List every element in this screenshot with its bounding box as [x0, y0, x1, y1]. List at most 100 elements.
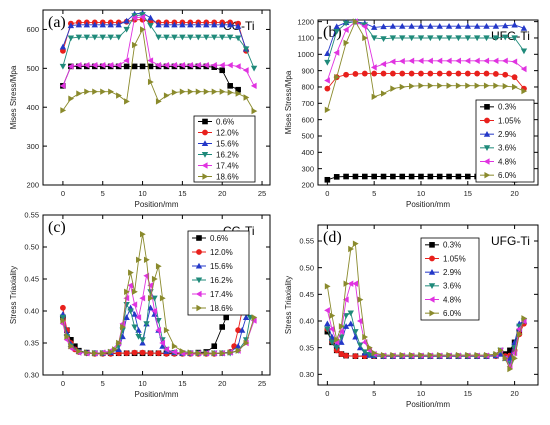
- data-point: [502, 34, 509, 41]
- series-line-6.0%: [326, 20, 525, 111]
- data-point: [371, 93, 378, 100]
- data-point: [465, 351, 471, 359]
- data-point: [380, 351, 387, 359]
- data-point: [380, 23, 387, 30]
- legend-label: 15.6%: [216, 139, 239, 148]
- data-point: [203, 88, 210, 95]
- data-point: [250, 317, 257, 324]
- y-tick-label: 600: [301, 115, 314, 124]
- data-point: [203, 350, 210, 357]
- data-point: [132, 288, 138, 295]
- data-point: [171, 34, 178, 41]
- data-point: [455, 35, 462, 42]
- data-point: [502, 22, 509, 29]
- y-tick-label: 0.45: [299, 290, 314, 299]
- data-point: [436, 23, 443, 29]
- data-point: [59, 314, 67, 321]
- data-point: [520, 24, 528, 31]
- data-point: [219, 34, 226, 41]
- data-point: [123, 57, 130, 64]
- panel-letter: (c): [48, 219, 66, 236]
- y-tick-label: 0.40: [24, 307, 39, 316]
- series-line-3.6%: [326, 21, 525, 63]
- x-tick-label: 20: [510, 389, 518, 398]
- legend-marker: [201, 140, 209, 147]
- data-point: [179, 34, 186, 41]
- data-point: [352, 329, 359, 335]
- y-axis-label: Mises Stress/Mpa: [284, 70, 293, 134]
- data-point: [408, 23, 415, 29]
- data-point: [151, 275, 158, 283]
- data-point: [147, 295, 154, 302]
- y-axis-label: Stress Triaxiality: [284, 276, 293, 334]
- data-point: [108, 88, 114, 95]
- data-point: [235, 86, 241, 93]
- data-point: [155, 34, 162, 41]
- data-point: [68, 343, 75, 350]
- data-point: [127, 282, 134, 289]
- data-point: [219, 88, 226, 95]
- x-tick-label: 0: [61, 189, 65, 198]
- data-point: [352, 333, 359, 340]
- data-point: [483, 351, 490, 359]
- data-point: [59, 82, 66, 90]
- data-point: [171, 89, 178, 96]
- data-point: [131, 63, 138, 70]
- plot-frame: [42, 214, 271, 376]
- y-tick-label: 1100: [298, 34, 314, 43]
- data-point: [497, 347, 504, 354]
- data-point: [408, 35, 415, 42]
- data-point: [250, 82, 257, 90]
- data-point: [446, 351, 453, 359]
- data-point: [324, 320, 331, 327]
- data-point: [333, 174, 340, 180]
- data-point: [418, 351, 425, 359]
- legend-label: 16.2%: [216, 150, 239, 159]
- data-point: [107, 34, 114, 41]
- legend-marker: [195, 277, 203, 284]
- y-tick-label: 0.30: [24, 371, 39, 380]
- legend-label: 3.6%: [498, 144, 516, 153]
- data-point: [155, 98, 162, 105]
- panel-letter: (a): [48, 14, 66, 31]
- data-point: [131, 349, 138, 356]
- x-axis-label: Position/mm: [134, 200, 178, 209]
- data-point: [507, 347, 513, 354]
- data-point: [131, 301, 138, 308]
- data-point: [128, 269, 134, 276]
- data-point: [445, 57, 452, 65]
- data-point: [352, 353, 359, 360]
- data-point: [483, 23, 490, 29]
- data-point: [147, 304, 154, 311]
- data-point: [338, 328, 344, 335]
- legend-marker: [429, 255, 435, 262]
- data-point: [235, 90, 242, 97]
- data-point: [83, 34, 91, 41]
- data-point: [171, 21, 178, 28]
- data-point: [334, 73, 340, 81]
- legend-label: 0.3%: [498, 103, 516, 112]
- data-point: [203, 34, 210, 41]
- data-point: [211, 88, 218, 95]
- data-point: [251, 107, 258, 115]
- y-tick-label: 800: [301, 83, 314, 92]
- y-tick-label: 0.35: [299, 343, 314, 352]
- data-point: [155, 327, 162, 334]
- x-tick-label: 5: [372, 389, 376, 398]
- y-tick-label: 200: [26, 181, 39, 190]
- data-point: [417, 57, 424, 65]
- data-point: [223, 314, 229, 321]
- data-point: [115, 62, 122, 69]
- data-point: [455, 173, 462, 180]
- data-point: [115, 21, 122, 28]
- data-point: [418, 82, 425, 89]
- y-tick-label: 700: [301, 99, 314, 108]
- legend-label: 17.4%: [210, 290, 233, 299]
- legend-label: 1.05%: [498, 116, 521, 125]
- data-point: [370, 24, 378, 30]
- data-point: [465, 82, 471, 89]
- panel-c: 0 5 10 15 20 25 0.30 0.35 0.40 0.45 0.50 0.55 Positi…: [9, 211, 271, 399]
- data-point: [371, 70, 378, 77]
- legend-marker: [202, 118, 208, 125]
